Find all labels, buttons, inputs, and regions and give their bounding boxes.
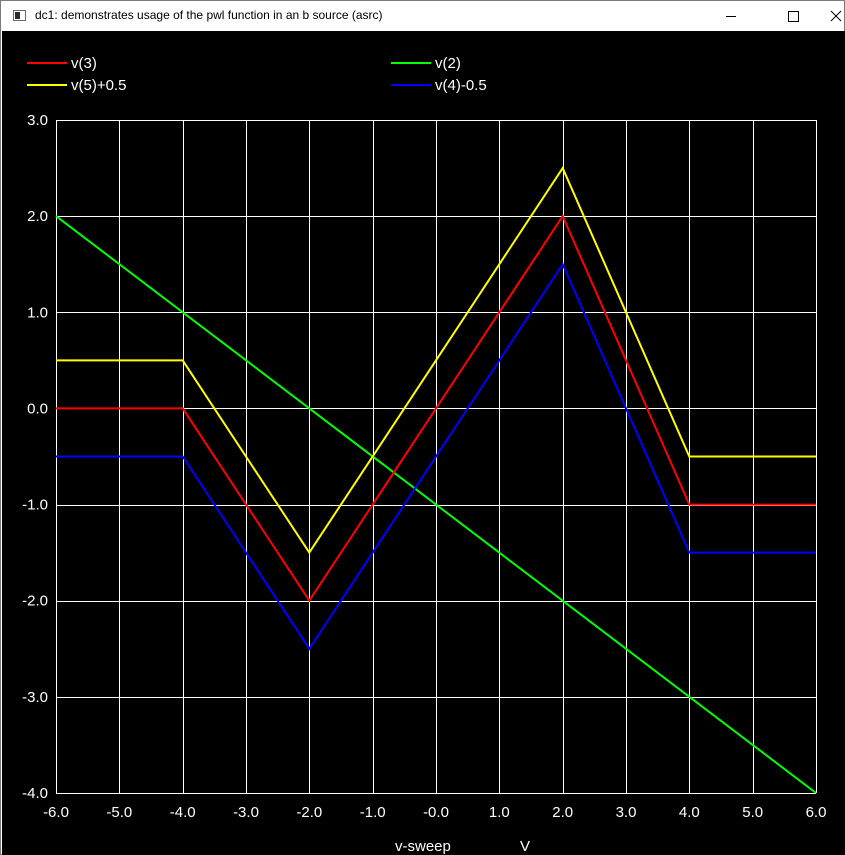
y-tick-label: 3.0 (27, 112, 48, 129)
legend-label: v(2) (435, 55, 461, 72)
plot-area[interactable]: -6.0 -5.0 -4.0 -3.0 -2.0 -1.0 -0.0 1.0 2.0 3.0 4.0… (2, 31, 845, 855)
legend-label: v(3) (71, 55, 97, 72)
close-icon (830, 10, 842, 22)
minimize-button[interactable] (708, 1, 754, 31)
x-tick-label: -5.0 (106, 804, 132, 821)
y-tick-label: -2.0 (22, 593, 48, 610)
x-tick-label: -2.0 (296, 804, 322, 821)
series-line-0 (56, 214, 816, 603)
x-tick-label: -3.0 (233, 804, 259, 821)
y-tick-label: -3.0 (22, 689, 48, 706)
legend-label: v(4)-0.5 (435, 77, 487, 94)
maximize-icon (788, 11, 799, 22)
x-tick-label: -0.0 (423, 804, 449, 821)
series-layer (55, 166, 817, 794)
series-line-2 (56, 166, 816, 555)
maximize-button[interactable] (770, 1, 816, 31)
legend: v(3) v(2) v(5)+0.5 v(4)-0.5 (27, 55, 487, 94)
y-tick-label: 1.0 (27, 304, 48, 321)
title-bar[interactable]: dc1: demonstrates usage of the pwl funct… (1, 1, 844, 31)
y-tick-label: -4.0 (22, 785, 48, 802)
y-tick-label: 2.0 (27, 208, 48, 225)
line-chart[interactable]: -6.0 -5.0 -4.0 -3.0 -2.0 -1.0 -0.0 1.0 2.0 3.0 4.0… (2, 31, 845, 855)
window-title: dc1: demonstrates usage of the pwl funct… (35, 8, 383, 22)
x-tick-label: 1.0 (489, 804, 510, 821)
x-tick-label: 3.0 (616, 804, 637, 821)
x-tick-label: 5.0 (742, 804, 763, 821)
x-axis-label: v-sweep (395, 838, 451, 855)
y-tick-label: -1.0 (22, 497, 48, 514)
tick-labels: -6.0 -5.0 -4.0 -3.0 -2.0 -1.0 -0.0 1.0 2.0 3.0 4.0… (22, 112, 826, 821)
minimize-icon (726, 16, 736, 17)
y-tick-label: 0.0 (27, 400, 48, 417)
series-line-1 (55, 215, 817, 794)
x-tick-label: 4.0 (679, 804, 700, 821)
legend-label: v(5)+0.5 (71, 77, 126, 94)
x-axis-unit: V (520, 838, 530, 855)
app-icon[interactable] (13, 10, 26, 21)
series-line-3 (56, 262, 816, 651)
x-tick-label: -6.0 (43, 804, 69, 821)
close-button[interactable] (802, 1, 844, 31)
x-tick-label: 6.0 (806, 804, 827, 821)
x-tick-label: -4.0 (170, 804, 196, 821)
x-tick-label: -1.0 (360, 804, 386, 821)
x-tick-label: 2.0 (552, 804, 573, 821)
